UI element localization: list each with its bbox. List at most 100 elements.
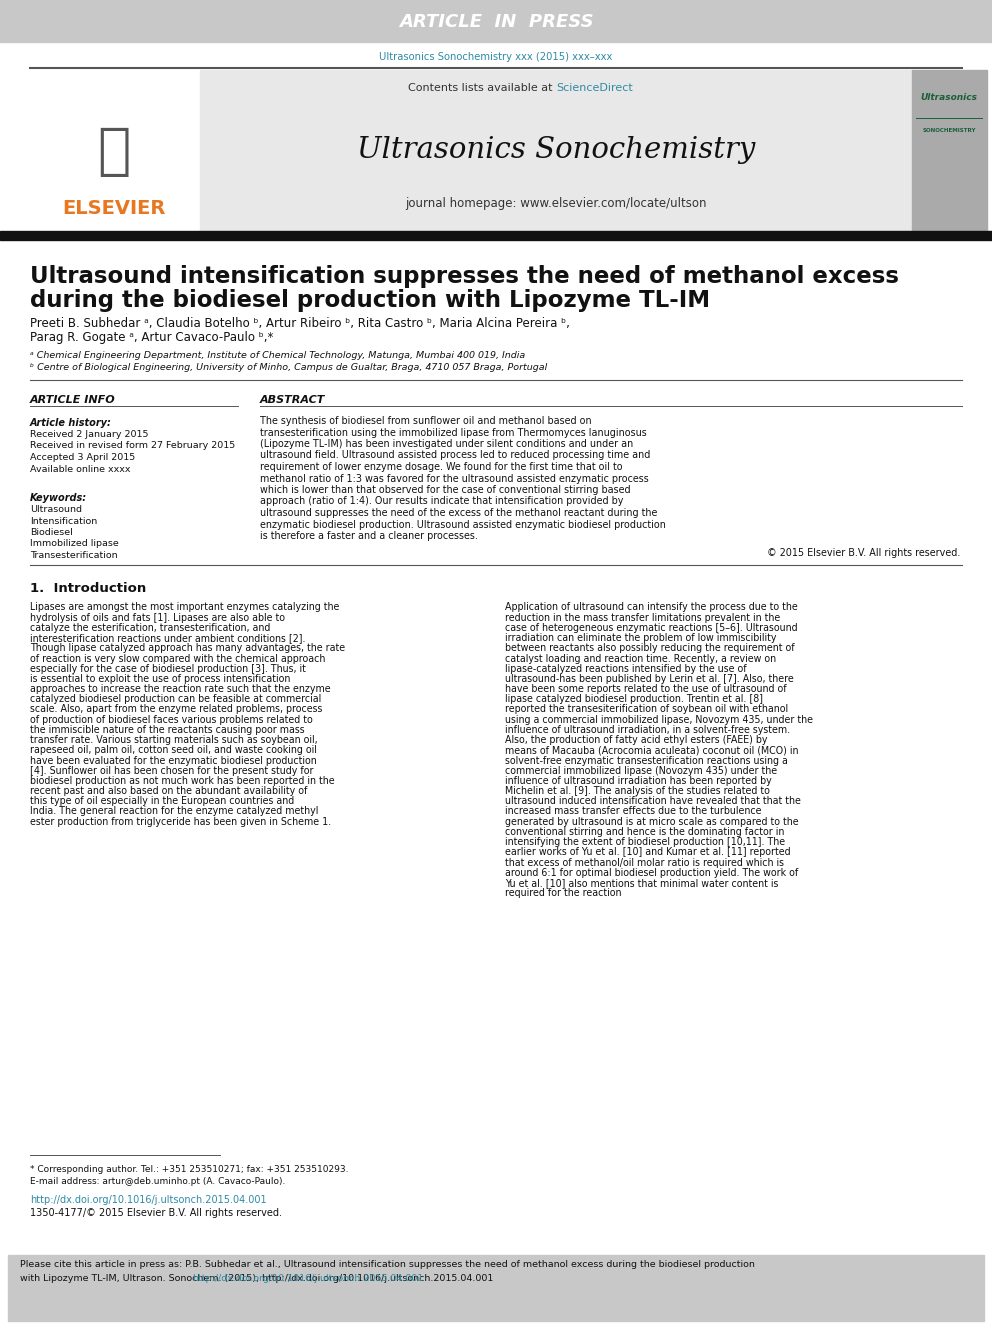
Text: transesterification using the immobilized lipase from Thermomyces lanuginosus: transesterification using the immobilize… <box>260 427 647 438</box>
Text: hydrolysis of oils and fats [1]. Lipases are also able to: hydrolysis of oils and fats [1]. Lipases… <box>30 613 285 623</box>
Text: Transesterification: Transesterification <box>30 550 118 560</box>
Text: Article history:: Article history: <box>30 418 112 429</box>
Text: Parag R. Gogate ᵃ, Artur Cavaco-Paulo ᵇ,*: Parag R. Gogate ᵃ, Artur Cavaco-Paulo ᵇ,… <box>30 331 274 344</box>
Text: enzymatic biodiesel production. Ultrasound assisted enzymatic biodiesel producti: enzymatic biodiesel production. Ultrasou… <box>260 520 666 529</box>
Text: interesterification reactions under ambient conditions [2].: interesterification reactions under ambi… <box>30 634 306 643</box>
Text: lipase catalyzed biodiesel production. Trentin et al. [8]: lipase catalyzed biodiesel production. T… <box>505 695 763 704</box>
Text: India. The general reaction for the enzyme catalyzed methyl: India. The general reaction for the enzy… <box>30 807 318 816</box>
Text: is therefore a faster and a cleaner processes.: is therefore a faster and a cleaner proc… <box>260 531 478 541</box>
Text: around 6:1 for optimal biodiesel production yield. The work of: around 6:1 for optimal biodiesel product… <box>505 868 799 877</box>
Bar <box>912 70 987 233</box>
Text: 1.  Introduction: 1. Introduction <box>30 582 146 595</box>
Text: [4]. Sunflower oil has been chosen for the present study for: [4]. Sunflower oil has been chosen for t… <box>30 766 313 775</box>
Text: conventional stirring and hence is the dominating factor in: conventional stirring and hence is the d… <box>505 827 785 837</box>
Text: (Lipozyme TL-IM) has been investigated under silent conditions and under an: (Lipozyme TL-IM) has been investigated u… <box>260 439 633 448</box>
Text: case of heterogeneous enzymatic reactions [5–6]. Ultrasound: case of heterogeneous enzymatic reaction… <box>505 623 798 632</box>
Text: influence of ultrasound irradiation, in a solvent-free system.: influence of ultrasound irradiation, in … <box>505 725 790 734</box>
Text: influence of ultrasound irradiation has been reported by: influence of ultrasound irradiation has … <box>505 775 772 786</box>
Text: Biodiesel: Biodiesel <box>30 528 72 537</box>
Text: rapeseed oil, palm oil, cotton seed oil, and waste cooking oil: rapeseed oil, palm oil, cotton seed oil,… <box>30 745 316 755</box>
Text: Accepted 3 April 2015: Accepted 3 April 2015 <box>30 452 135 462</box>
Text: ARTICLE INFO: ARTICLE INFO <box>30 396 116 405</box>
Text: Ultrasound: Ultrasound <box>30 505 82 515</box>
Text: catalyst loading and reaction time. Recently, a review on: catalyst loading and reaction time. Rece… <box>505 654 776 664</box>
Text: ultrasound induced intensification have revealed that that the: ultrasound induced intensification have … <box>505 796 801 806</box>
Text: the immiscible nature of the reactants causing poor mass: the immiscible nature of the reactants c… <box>30 725 305 734</box>
Text: increased mass transfer effects due to the turbulence: increased mass transfer effects due to t… <box>505 807 762 816</box>
Text: catalyze the esterification, transesterification, and: catalyze the esterification, transesteri… <box>30 623 271 632</box>
Text: ScienceDirect: ScienceDirect <box>556 83 633 93</box>
Text: reported the transesiterification of soybean oil with ethanol: reported the transesiterification of soy… <box>505 705 788 714</box>
Text: Also, the production of fatty acid ethyl esters (FAEE) by: Also, the production of fatty acid ethyl… <box>505 736 768 745</box>
Text: 1350-4177/© 2015 Elsevier B.V. All rights reserved.: 1350-4177/© 2015 Elsevier B.V. All right… <box>30 1208 282 1218</box>
Text: Immobilized lipase: Immobilized lipase <box>30 540 119 549</box>
Bar <box>0 232 992 239</box>
Text: means of Macauba (Acrocomia aculeata) coconut oil (MCO) in: means of Macauba (Acrocomia aculeata) co… <box>505 745 799 755</box>
Bar <box>0 0 992 42</box>
Text: The synthesis of biodiesel from sunflower oil and methanol based on: The synthesis of biodiesel from sunflowe… <box>260 415 591 426</box>
Text: scale. Also, apart from the enzyme related problems, process: scale. Also, apart from the enzyme relat… <box>30 705 322 714</box>
Text: SONOCHEMISTRY: SONOCHEMISTRY <box>923 127 976 132</box>
Text: Available online xxxx: Available online xxxx <box>30 464 131 474</box>
Text: approach (ratio of 1:4). Our results indicate that intensification provided by: approach (ratio of 1:4). Our results ind… <box>260 496 624 507</box>
Text: reduction in the mass transfer limitations prevalent in the: reduction in the mass transfer limitatio… <box>505 613 781 623</box>
Text: © 2015 Elsevier B.V. All rights reserved.: © 2015 Elsevier B.V. All rights reserved… <box>767 549 960 558</box>
Text: Contents lists available at: Contents lists available at <box>408 83 556 93</box>
Text: required for the reaction: required for the reaction <box>505 888 622 898</box>
Text: Ultrasonics Sonochemistry: Ultrasonics Sonochemistry <box>357 136 755 164</box>
Text: E-mail address: artur@deb.uminho.pt (A. Cavaco-Paulo).: E-mail address: artur@deb.uminho.pt (A. … <box>30 1177 286 1185</box>
Text: requirement of lower enzyme dosage. We found for the first time that oil to: requirement of lower enzyme dosage. We f… <box>260 462 623 472</box>
Text: Lipases are amongst the most important enzymes catalyzing the: Lipases are amongst the most important e… <box>30 602 339 613</box>
Text: this type of oil especially in the European countries and: this type of oil especially in the Europ… <box>30 796 295 806</box>
Text: Please cite this article in press as: P.B. Subhedar et al., Ultrasound intensifi: Please cite this article in press as: P.… <box>20 1259 755 1269</box>
Text: ELSEVIER: ELSEVIER <box>62 198 166 217</box>
Text: generated by ultrasound is at micro scale as compared to the: generated by ultrasound is at micro scal… <box>505 816 799 827</box>
Text: transfer rate. Various starting materials such as soybean oil,: transfer rate. Various starting material… <box>30 736 317 745</box>
Text: solvent-free enzymatic transesterification reactions using a: solvent-free enzymatic transesterificati… <box>505 755 788 766</box>
Bar <box>8 1256 984 1320</box>
Bar <box>200 70 912 233</box>
Text: ABSTRACT: ABSTRACT <box>260 396 325 405</box>
Text: Ultrasound intensification suppresses the need of methanol excess: Ultrasound intensification suppresses th… <box>30 265 899 287</box>
Text: Though lipase catalyzed approach has many advantages, the rate: Though lipase catalyzed approach has man… <box>30 643 345 654</box>
Bar <box>30 70 198 225</box>
Text: http://dx.doi.org/10.1016/j.ultsonch.2015.04.001: http://dx.doi.org/10.1016/j.ultsonch.201… <box>192 1274 424 1283</box>
Text: especially for the case of biodiesel production [3]. Thus, it: especially for the case of biodiesel pro… <box>30 664 306 673</box>
Text: intensifying the extent of biodiesel production [10,11]. The: intensifying the extent of biodiesel pro… <box>505 837 785 847</box>
Text: Yu et al. [10] also mentions that minimal water content is: Yu et al. [10] also mentions that minima… <box>505 878 779 888</box>
Text: methanol ratio of 1:3 was favored for the ultrasound assisted enzymatic process: methanol ratio of 1:3 was favored for th… <box>260 474 649 483</box>
Text: ᵃ Chemical Engineering Department, Institute of Chemical Technology, Matunga, Mu: ᵃ Chemical Engineering Department, Insti… <box>30 352 525 360</box>
Text: Ultrasonics Sonochemistry xxx (2015) xxx–xxx: Ultrasonics Sonochemistry xxx (2015) xxx… <box>379 52 613 62</box>
Text: with Lipozyme TL-IM, Ultrason. Sonochem. (2015), http://dx.doi.org/10.1016/j.ult: with Lipozyme TL-IM, Ultrason. Sonochem.… <box>20 1274 493 1283</box>
Text: which is lower than that observed for the case of conventional stirring based: which is lower than that observed for th… <box>260 486 631 495</box>
Text: catalyzed biodiesel production can be feasible at commercial: catalyzed biodiesel production can be fe… <box>30 695 321 704</box>
Text: http://dx.doi.org/10.1016/j.ultsonch.2015.04.001: http://dx.doi.org/10.1016/j.ultsonch.201… <box>30 1195 267 1205</box>
Text: Received in revised form 27 February 2015: Received in revised form 27 February 201… <box>30 442 235 451</box>
Text: have been evaluated for the enzymatic biodiesel production: have been evaluated for the enzymatic bi… <box>30 755 316 766</box>
Text: ᵇ Centre of Biological Engineering, University of Minho, Campus de Gualtar, Brag: ᵇ Centre of Biological Engineering, Univ… <box>30 364 548 373</box>
Text: ARTICLE  IN  PRESS: ARTICLE IN PRESS <box>399 13 593 30</box>
Text: ultrasound field. Ultrasound assisted process led to reduced processing time and: ultrasound field. Ultrasound assisted pr… <box>260 451 651 460</box>
Text: earlier works of Yu et al. [10] and Kumar et al. [11] reported: earlier works of Yu et al. [10] and Kuma… <box>505 847 791 857</box>
Bar <box>32 85 196 216</box>
Text: Ultrasonics: Ultrasonics <box>921 94 977 102</box>
Text: irradiation can eliminate the problem of low immiscibility: irradiation can eliminate the problem of… <box>505 634 777 643</box>
Text: have been some reports related to the use of ultrasound of: have been some reports related to the us… <box>505 684 787 695</box>
Text: biodiesel production as not much work has been reported in the: biodiesel production as not much work ha… <box>30 775 334 786</box>
Text: Keywords:: Keywords: <box>30 493 87 503</box>
Text: is essential to exploit the use of process intensification: is essential to exploit the use of proce… <box>30 673 291 684</box>
Text: ultrasound suppresses the need of the excess of the methanol reactant during the: ultrasound suppresses the need of the ex… <box>260 508 658 519</box>
Text: recent past and also based on the abundant availability of: recent past and also based on the abunda… <box>30 786 308 796</box>
Text: ester production from triglyceride has been given in Scheme 1.: ester production from triglyceride has b… <box>30 816 331 827</box>
Text: Application of ultrasound can intensify the process due to the: Application of ultrasound can intensify … <box>505 602 798 613</box>
Text: commercial immobilized lipase (Novozym 435) under the: commercial immobilized lipase (Novozym 4… <box>505 766 777 775</box>
Text: during the biodiesel production with Lipozyme TL-IM: during the biodiesel production with Lip… <box>30 288 710 311</box>
Text: of reaction is very slow compared with the chemical approach: of reaction is very slow compared with t… <box>30 654 325 664</box>
Text: Received 2 January 2015: Received 2 January 2015 <box>30 430 149 439</box>
Text: journal homepage: www.elsevier.com/locate/ultson: journal homepage: www.elsevier.com/locat… <box>406 197 706 210</box>
Text: Preeti B. Subhedar ᵃ, Claudia Botelho ᵇ, Artur Ribeiro ᵇ, Rita Castro ᵇ, Maria A: Preeti B. Subhedar ᵃ, Claudia Botelho ᵇ,… <box>30 316 569 329</box>
Text: ultrasound-has been published by Lerin et al. [7]. Also, there: ultrasound-has been published by Lerin e… <box>505 673 794 684</box>
Text: lipase-catalyzed reactions intensified by the use of: lipase-catalyzed reactions intensified b… <box>505 664 747 673</box>
Text: 🌲: 🌲 <box>97 124 131 179</box>
Text: between reactants also possibly reducing the requirement of: between reactants also possibly reducing… <box>505 643 795 654</box>
